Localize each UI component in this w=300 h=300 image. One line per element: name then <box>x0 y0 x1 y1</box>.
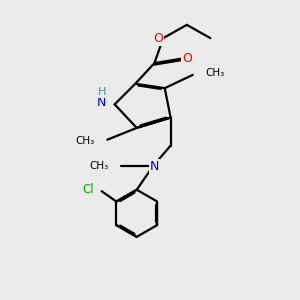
Text: H: H <box>98 87 106 97</box>
Text: CH₃: CH₃ <box>205 68 224 78</box>
Text: Cl: Cl <box>82 183 94 196</box>
Text: O: O <box>182 52 192 65</box>
Text: N: N <box>97 95 106 109</box>
Text: O: O <box>153 32 163 45</box>
Text: N: N <box>150 160 159 173</box>
Text: CH₃: CH₃ <box>89 161 108 171</box>
Text: CH₃: CH₃ <box>76 136 95 146</box>
